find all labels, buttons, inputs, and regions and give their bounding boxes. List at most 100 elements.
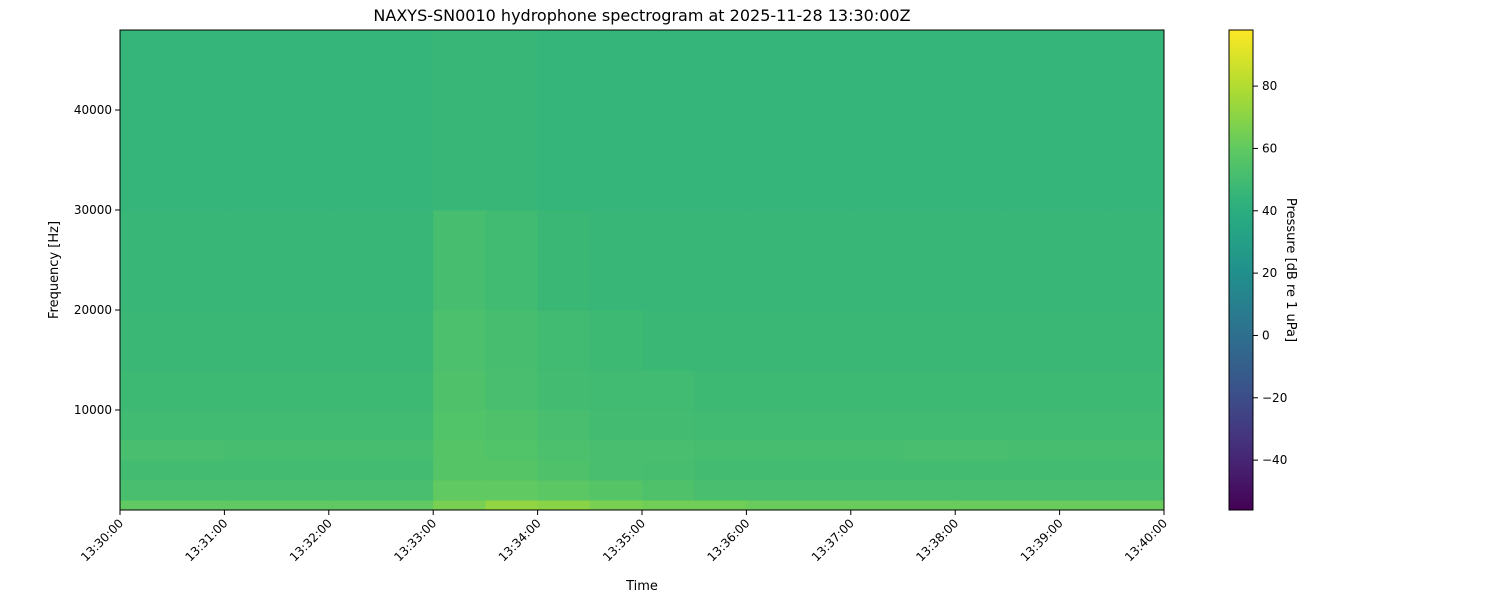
heatmap-cell (1059, 480, 1113, 501)
heatmap-cell (537, 210, 591, 311)
heatmap-cell (381, 480, 434, 501)
heatmap-cell (224, 410, 278, 441)
heatmap-cell (276, 410, 330, 441)
heatmap-cell (328, 500, 382, 511)
heatmap-cell (537, 440, 591, 461)
heatmap-cell (1059, 410, 1113, 441)
heatmap-cell (172, 460, 225, 481)
heatmap-cell (485, 460, 539, 481)
heatmap-cell (381, 30, 434, 211)
heatmap-cell (537, 370, 591, 411)
heatmap-cell (1059, 310, 1113, 371)
heatmap-cell (1007, 30, 1061, 211)
heatmap-cell (1059, 370, 1113, 411)
heatmap-cell (746, 370, 800, 411)
heatmap-cell (485, 440, 539, 461)
heatmap-cell (798, 460, 852, 481)
heatmap-cell (433, 370, 486, 411)
heatmap-cell (694, 480, 747, 501)
heatmap-cell (798, 500, 852, 511)
heatmap-cell (1111, 210, 1165, 311)
heatmap-cell (120, 460, 173, 481)
heatmap-cell (381, 310, 434, 371)
x-tick-label: 13:32:00 (287, 516, 335, 564)
heatmap-cell (224, 370, 278, 411)
heatmap-cell (1111, 460, 1165, 481)
heatmap-cell (537, 460, 591, 481)
heatmap-cells (120, 30, 1165, 511)
colorbar-tick-label: 40 (1262, 204, 1277, 218)
heatmap-cell (642, 480, 695, 501)
x-tick-label: 13:34:00 (496, 516, 544, 564)
heatmap-cell (589, 480, 643, 501)
heatmap-cell (276, 30, 330, 211)
heatmap-cell (642, 210, 695, 311)
heatmap-cell (1007, 500, 1061, 511)
heatmap-cell (903, 460, 956, 481)
y-tick-label: 10000 (74, 403, 112, 417)
heatmap-cell (746, 460, 800, 481)
colorbar-tick-label: 20 (1262, 266, 1277, 280)
heatmap-cell (955, 210, 1008, 311)
heatmap-cell (589, 500, 643, 511)
heatmap-cell (537, 500, 591, 511)
heatmap-cell (120, 370, 173, 411)
heatmap-cell (955, 500, 1008, 511)
heatmap-cell (850, 460, 904, 481)
heatmap-cell (1059, 460, 1113, 481)
x-tick-label: 13:35:00 (600, 516, 648, 564)
heatmap-cell (1007, 210, 1061, 311)
heatmap-cell (276, 440, 330, 461)
heatmap-cell (850, 500, 904, 511)
heatmap-cell (224, 30, 278, 211)
heatmap-cell (276, 500, 330, 511)
heatmap-cell (381, 500, 434, 511)
heatmap-cell (1007, 410, 1061, 441)
heatmap-cell (381, 210, 434, 311)
heatmap-cell (172, 410, 225, 441)
heatmap-cell (433, 210, 486, 311)
heatmap-cell (642, 460, 695, 481)
heatmap-cell (485, 30, 539, 211)
heatmap-cell (850, 210, 904, 311)
colorbar-tick-label: 60 (1262, 141, 1277, 155)
heatmap-cell (224, 440, 278, 461)
colorbar-label: Pressure [dB re 1 uPa] (1283, 198, 1298, 342)
heatmap-cell (172, 210, 225, 311)
heatmap-cell (1059, 30, 1113, 211)
heatmap-cell (381, 410, 434, 441)
y-axis-label: Frequency [Hz] (47, 221, 62, 319)
heatmap-cell (903, 480, 956, 501)
heatmap-cell (850, 370, 904, 411)
heatmap-cell (224, 500, 278, 511)
heatmap-cell (1111, 440, 1165, 461)
heatmap-cell (224, 480, 278, 501)
heatmap-cell (328, 310, 382, 371)
heatmap-cell (537, 480, 591, 501)
heatmap-cell (798, 210, 852, 311)
heatmap-cell (589, 310, 643, 371)
heatmap-cell (485, 210, 539, 311)
heatmap-cell (694, 370, 747, 411)
heatmap-cell (903, 440, 956, 461)
x-tick-label: 13:40:00 (1122, 516, 1170, 564)
heatmap-cell (850, 480, 904, 501)
heatmap-cell (589, 460, 643, 481)
colorbar-tick-label: −40 (1262, 453, 1287, 467)
heatmap-cell (850, 410, 904, 441)
x-tick-label: 13:37:00 (809, 516, 857, 564)
heatmap-cell (1111, 500, 1165, 511)
heatmap-cell (1007, 310, 1061, 371)
heatmap-cell (694, 410, 747, 441)
heatmap-cell (642, 500, 695, 511)
x-tick-label: 13:33:00 (391, 516, 439, 564)
y-tick-label: 30000 (74, 203, 112, 217)
heatmap-cell (120, 480, 173, 501)
heatmap-cell (903, 210, 956, 311)
heatmap-cell (955, 30, 1008, 211)
heatmap-cell (1111, 370, 1165, 411)
heatmap-cell (328, 460, 382, 481)
heatmap-cell (1111, 480, 1165, 501)
colorbar-ticks: −40 −20 0 20 40 60 80 (1253, 79, 1287, 467)
heatmap-cell (120, 500, 173, 511)
